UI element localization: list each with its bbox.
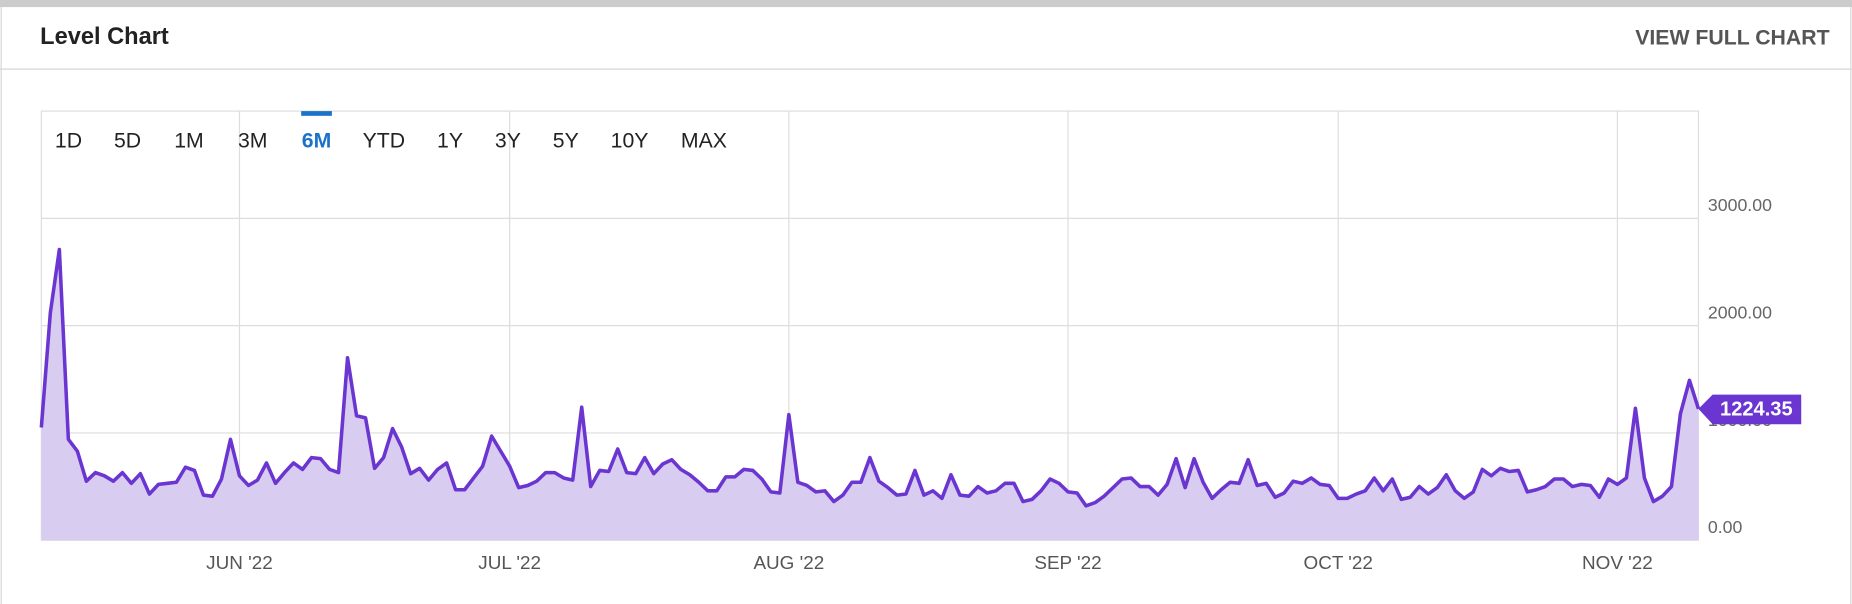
view-full-chart[interactable]: VIEW FULL CHART — [1635, 26, 1829, 50]
x-tick-label: AUG '22 — [753, 553, 824, 574]
x-tick-label: JUL '22 — [478, 553, 541, 574]
last-value-badge — [1698, 394, 1802, 425]
line — [39, 247, 1701, 508]
range-button[interactable]: MAX — [681, 128, 727, 152]
range-button[interactable]: 3Y — [495, 128, 521, 152]
y-tick-label: 0.00 — [1708, 517, 1743, 537]
range-button[interactable]: YTD — [363, 128, 405, 152]
x-tick-label: OCT '22 — [1304, 553, 1373, 574]
range-button[interactable]: 1Y — [437, 128, 463, 152]
range-button[interactable]: 5D — [114, 128, 141, 152]
range-button[interactable]: 6M — [302, 128, 332, 152]
range-button[interactable]: 3M — [238, 128, 268, 152]
range-button[interactable]: 10Y — [611, 128, 649, 152]
x-tick-label: JUN '22 — [206, 553, 273, 574]
top-bar — [0, 0, 1852, 8]
range-button[interactable]: 5Y — [553, 128, 579, 152]
header-title: Level Chart — [40, 24, 169, 50]
last-value-label: 1224.35 — [1720, 398, 1793, 420]
y-tick-label: 2000.00 — [1708, 303, 1772, 323]
range-button[interactable]: 1M — [174, 128, 204, 152]
active-indicator — [301, 111, 332, 116]
area-fill — [41, 249, 1699, 541]
x-tick-label: NOV '22 — [1582, 553, 1653, 574]
x-tick-label: SEP '22 — [1034, 553, 1101, 574]
range-button[interactable]: 1D — [55, 128, 82, 152]
y-tick-label: 3000.00 — [1708, 195, 1772, 215]
